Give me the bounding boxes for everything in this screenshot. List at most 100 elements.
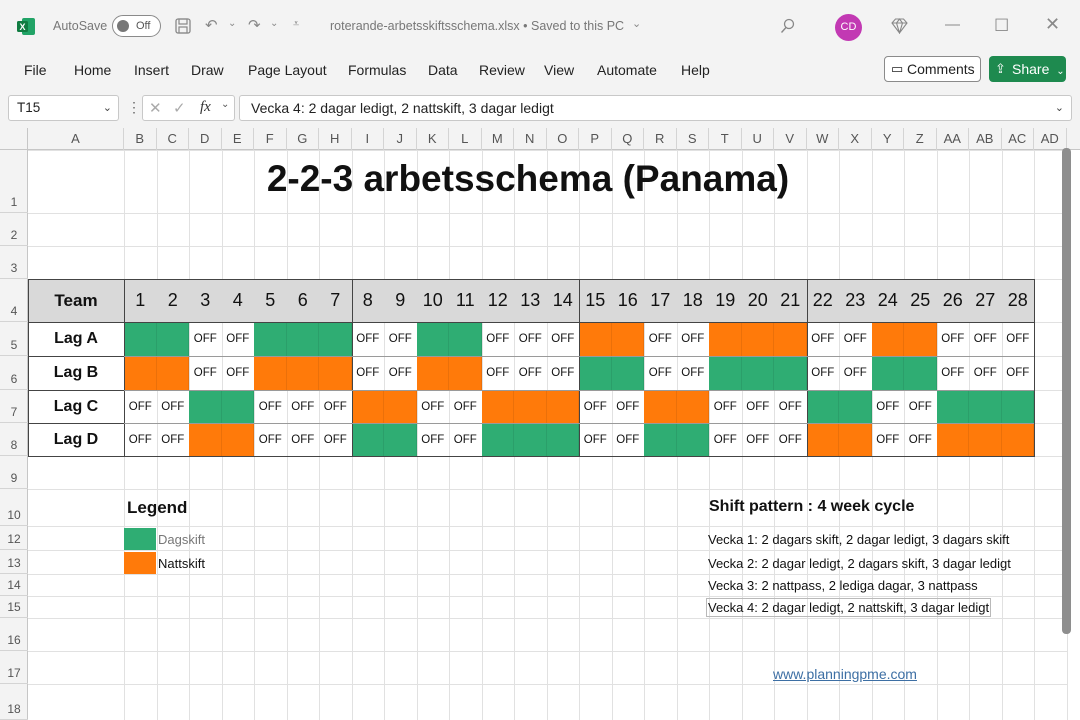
shift-cell-day[interactable]	[741, 356, 774, 390]
day-header[interactable]: 2	[156, 279, 189, 322]
shift-cell-night[interactable]	[286, 356, 319, 390]
day-header[interactable]: 15	[579, 279, 612, 322]
shift-cell-day[interactable]	[644, 423, 677, 456]
shift-cell-night[interactable]	[124, 356, 157, 390]
column-header[interactable]: G	[287, 128, 319, 150]
team-name[interactable]: Lag C	[28, 390, 124, 423]
team-name[interactable]: Lag D	[28, 423, 124, 456]
shift-cell-day[interactable]	[156, 322, 189, 356]
shift-cell-off[interactable]: OFF	[421, 400, 445, 413]
menu-item-automate[interactable]: Automate	[597, 62, 657, 78]
chevron-down-icon[interactable]: ⌄	[270, 18, 279, 29]
shift-cell-night[interactable]	[319, 356, 352, 390]
shift-cell-night[interactable]	[254, 356, 287, 390]
shift-cell-day[interactable]	[286, 322, 319, 356]
shift-cell-off[interactable]: OFF	[226, 333, 250, 345]
shift-cell-off[interactable]: OFF	[941, 333, 965, 345]
shift-cell-night[interactable]	[709, 322, 742, 356]
shift-cell-off[interactable]: OFF	[486, 333, 510, 345]
shift-cell-day[interactable]	[709, 356, 742, 390]
column-header[interactable]: V	[774, 128, 807, 150]
shift-cell-night[interactable]	[189, 423, 222, 456]
shift-cell-night[interactable]	[514, 390, 547, 423]
shift-cell-day[interactable]	[579, 356, 612, 390]
column-header[interactable]: S	[677, 128, 709, 150]
shift-cell-night[interactable]	[806, 423, 839, 456]
row-header[interactable]: 8	[0, 423, 28, 456]
shift-cell-off[interactable]: OFF	[778, 400, 802, 413]
shift-cell-off[interactable]: OFF	[746, 400, 770, 413]
cancel-icon[interactable]: ✕	[149, 100, 162, 117]
excel-icon[interactable]: X	[17, 17, 36, 36]
shift-cell-day[interactable]	[774, 356, 807, 390]
autosave-toggle[interactable]: Off	[112, 15, 161, 37]
save-icon[interactable]	[175, 18, 191, 34]
shift-cell-off[interactable]: OFF	[193, 367, 217, 379]
shift-cell-off[interactable]: OFF	[291, 433, 315, 446]
column-header[interactable]: U	[742, 128, 774, 150]
menu-item-review[interactable]: Review	[479, 62, 525, 78]
column-header[interactable]: J	[384, 128, 417, 150]
day-header[interactable]: 6	[286, 279, 319, 322]
column-header[interactable]: X	[839, 128, 872, 150]
shift-cell-off[interactable]: OFF	[681, 333, 705, 345]
day-header[interactable]: 21	[774, 279, 807, 322]
vertical-scrollbar[interactable]	[1062, 148, 1071, 634]
redo-icon[interactable]: ↷	[248, 17, 261, 34]
shift-cell-off[interactable]: OFF	[453, 433, 477, 446]
shift-cell-off[interactable]: OFF	[583, 433, 607, 446]
shift-cell-off[interactable]: OFF	[518, 333, 542, 345]
shift-cell-off[interactable]: OFF	[1006, 367, 1030, 379]
shift-cell-off[interactable]: OFF	[746, 433, 770, 446]
column-header[interactable]: AD	[1034, 128, 1067, 150]
shift-cell-day[interactable]	[676, 423, 709, 456]
day-header[interactable]: 8	[351, 279, 384, 322]
shift-cell-day[interactable]	[936, 390, 969, 423]
day-header[interactable]: 17	[644, 279, 677, 322]
shift-cell-day[interactable]	[1001, 390, 1034, 423]
shift-cell-night[interactable]	[871, 322, 904, 356]
row-header[interactable]: 3	[0, 246, 28, 279]
shift-cell-night[interactable]	[449, 356, 482, 390]
day-header[interactable]: 9	[384, 279, 417, 322]
shift-cell-night[interactable]	[481, 390, 514, 423]
comments-button[interactable]: ▭ Comments	[884, 56, 981, 82]
shift-cell-off[interactable]: OFF	[258, 433, 282, 446]
row-header[interactable]: 1	[0, 150, 28, 213]
shift-cell-off[interactable]: OFF	[941, 367, 965, 379]
menu-item-home[interactable]: Home	[74, 62, 112, 78]
file-name[interactable]: roterande-arbetsskiftsschema.xlsx • Save…	[330, 19, 625, 33]
shift-cell-off[interactable]: OFF	[713, 433, 737, 446]
shift-cell-off[interactable]: OFF	[778, 433, 802, 446]
shift-cell-off[interactable]: OFF	[648, 367, 672, 379]
menu-item-insert[interactable]: Insert	[134, 62, 170, 78]
column-header[interactable]: Q	[612, 128, 644, 150]
shift-cell-off[interactable]: OFF	[356, 333, 380, 345]
shift-cell-night[interactable]	[839, 423, 872, 456]
day-header[interactable]: 24	[871, 279, 904, 322]
shift-cell-off[interactable]: OFF	[616, 433, 640, 446]
shift-cell-off[interactable]: OFF	[161, 433, 185, 446]
column-header[interactable]: T	[709, 128, 742, 150]
shift-cell-off[interactable]: OFF	[648, 333, 672, 345]
shift-cell-day[interactable]	[449, 322, 482, 356]
shift-cell-day[interactable]	[254, 322, 287, 356]
shift-cell-night[interactable]	[351, 390, 384, 423]
undo-icon[interactable]: ↶	[205, 17, 218, 34]
shift-cell-day[interactable]	[221, 390, 254, 423]
row-header[interactable]: 16	[0, 618, 28, 651]
menu-item-file[interactable]: File	[24, 62, 47, 78]
column-header[interactable]: H	[319, 128, 352, 150]
shift-cell-day[interactable]	[351, 423, 384, 456]
row-header[interactable]: 18	[0, 684, 28, 720]
column-header[interactable]: AA	[937, 128, 969, 150]
shift-cell-night[interactable]	[579, 322, 612, 356]
shift-cell-day[interactable]	[969, 390, 1002, 423]
day-header[interactable]: 7	[319, 279, 352, 322]
shift-cell-night[interactable]	[644, 390, 677, 423]
search-icon[interactable]	[780, 18, 796, 34]
column-header[interactable]: E	[222, 128, 254, 150]
shift-cell-off[interactable]: OFF	[811, 367, 835, 379]
shift-cell-off[interactable]: OFF	[388, 333, 412, 345]
